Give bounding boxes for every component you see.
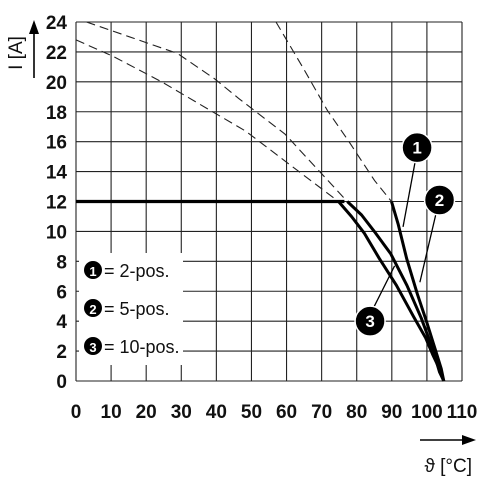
- x-axis-label: ϑ [°C]: [424, 456, 472, 477]
- y-tick-label: 18: [46, 103, 67, 124]
- legend-badge-number: 2: [89, 302, 96, 317]
- x-tick-label: 100: [411, 402, 443, 423]
- y-tick-label: 14: [46, 163, 68, 184]
- y-tick-label: 4: [56, 312, 67, 333]
- legend-item: 1 = 2-pos.: [84, 261, 170, 281]
- callout-number: 1: [412, 139, 421, 158]
- legend-label: = 2-pos.: [104, 261, 170, 281]
- x-tick-label: 70: [311, 402, 332, 423]
- callout-leader: [372, 265, 396, 308]
- callout-2: 2: [419, 184, 456, 283]
- series-line-3: [337, 200, 446, 382]
- x-tick-label: 40: [206, 402, 227, 423]
- callout-badge: [401, 131, 433, 164]
- y-tick-label: 10: [46, 222, 67, 243]
- x-tick-label: 60: [276, 402, 297, 423]
- legend-badge-number: 1: [89, 264, 96, 279]
- legend-badge: [84, 337, 102, 355]
- derating-lines: [75, 21, 392, 202]
- derating-line-2: [86, 21, 348, 202]
- legend-label: = 10-pos.: [104, 337, 180, 357]
- x-tick-label: 110: [447, 402, 478, 423]
- y-tick-label: 8: [56, 252, 67, 273]
- callout-1: 1: [401, 131, 433, 228]
- x-tick-label: 90: [381, 402, 402, 423]
- y-tick-label: 24: [46, 13, 68, 34]
- grid: [75, 21, 463, 382]
- axes: ϑ [°C] I [A]: [6, 20, 476, 477]
- legend-item: 2 = 5-pos.: [84, 299, 170, 319]
- legend-item: 3 = 10-pos.: [84, 337, 180, 357]
- derating-line-1: [275, 21, 392, 202]
- legend-label: = 5-pos.: [104, 299, 170, 319]
- callout-badge: [423, 184, 456, 216]
- x-tick-label: 50: [241, 402, 262, 423]
- callout-number: 3: [365, 312, 374, 331]
- legend-badge-number: 3: [89, 340, 96, 355]
- callout-3: 3: [354, 265, 396, 337]
- y-tick-label: 2: [56, 342, 67, 363]
- callout-leader: [402, 162, 416, 228]
- x-tick-label: 80: [346, 402, 367, 423]
- legend: 1 = 2-pos. 2 = 5-pos. 3 = 10-pos.: [79, 253, 183, 365]
- callout-number: 2: [435, 191, 444, 210]
- x-tick-label: 20: [136, 402, 157, 423]
- callout-leader: [419, 214, 437, 283]
- y-axis-label: I [A]: [6, 36, 27, 70]
- callout-badge: [354, 305, 386, 337]
- legend-badge: [84, 261, 102, 279]
- legend-badge: [84, 299, 102, 317]
- x-tick-label: 0: [71, 402, 82, 423]
- y-tick-label: 12: [46, 193, 67, 214]
- x-axis-arrowhead: [462, 435, 476, 445]
- series-line-1: [390, 201, 446, 382]
- callouts: 1 2 3: [354, 131, 456, 337]
- y-tick-label: 0: [56, 372, 67, 393]
- x-tick-label: 10: [101, 402, 122, 423]
- y-axis-arrowhead: [29, 20, 39, 34]
- y-tick-label: 16: [46, 133, 67, 154]
- derating-line-3: [75, 39, 339, 202]
- y-tick-label: 6: [56, 282, 67, 303]
- x-tick-label: 30: [171, 402, 192, 423]
- y-tick-label: 20: [46, 73, 67, 94]
- series-lines: [76, 199, 446, 382]
- y-tick-label: 22: [46, 43, 67, 64]
